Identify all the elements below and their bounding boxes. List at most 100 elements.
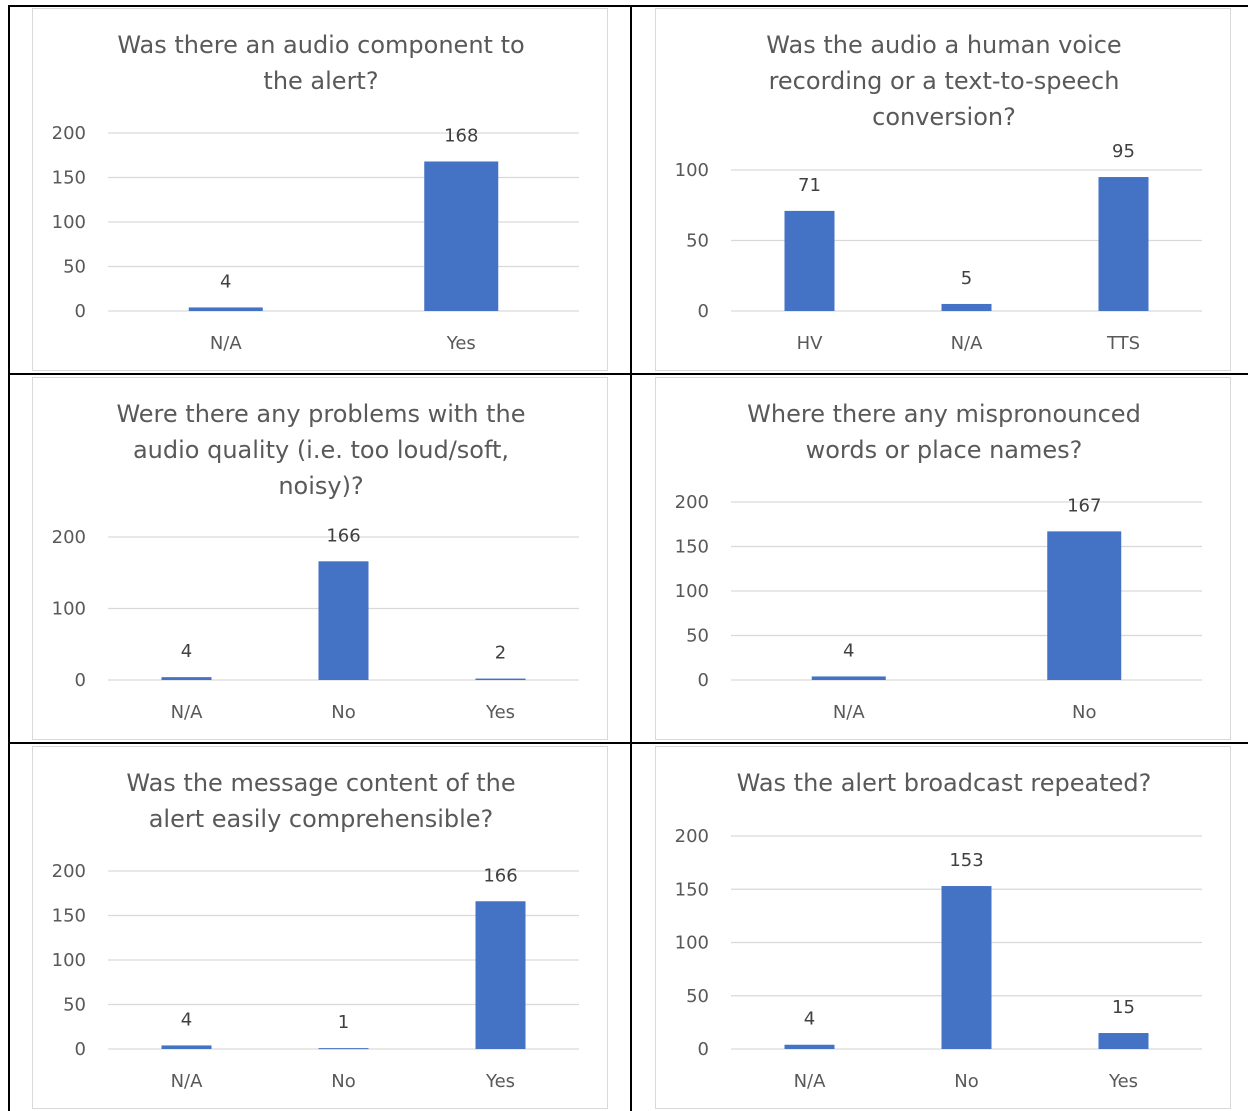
x-tick-label: No: [1072, 702, 1096, 723]
chart-title: Where there any mispronounced words or p…: [656, 396, 1232, 468]
chart-title: Was the message content of the alert eas…: [33, 765, 609, 837]
data-label: 71: [798, 175, 821, 196]
y-tick-label: 100: [675, 933, 709, 954]
x-tick-label: N/A: [951, 333, 984, 354]
chart-title: Was the alert broadcast repeated?: [656, 765, 1232, 801]
data-label: 153: [949, 850, 983, 871]
y-tick-label: 100: [52, 212, 86, 233]
bar: [424, 161, 499, 311]
chart-title-line: Was the message content of the: [126, 769, 516, 797]
y-tick-label: 100: [675, 160, 709, 181]
y-tick-label: 150: [52, 168, 86, 189]
chart-audio-component: Was there an audio component to the aler…: [32, 8, 608, 371]
chart-title: Was there an audio component to the aler…: [33, 27, 609, 99]
y-tick-label: 150: [52, 906, 86, 927]
y-tick-label: 0: [75, 301, 86, 322]
x-tick-label: No: [954, 1071, 978, 1092]
chart-title-line: recording or a text-to-speech: [768, 67, 1120, 95]
chart-title: Was the audio a human voice recording or…: [656, 27, 1232, 135]
chart-title: Were there any problems with the audio q…: [33, 396, 609, 504]
chart-title-line: Was the audio a human voice: [766, 31, 1122, 59]
bar: [1098, 1033, 1149, 1049]
chart-title-line: alert easily comprehensible?: [148, 805, 494, 833]
bar: [784, 210, 835, 311]
y-tick-label: 200: [52, 861, 86, 882]
x-tick-label: N/A: [794, 1071, 827, 1092]
data-label: 1: [338, 1012, 349, 1033]
x-tick-label: N/A: [171, 1071, 204, 1092]
chart-plot-voice-type: 0 50 100 71 HV 5 N/A 95 TTS: [675, 141, 1202, 354]
y-tick-label: 50: [686, 626, 709, 647]
x-tick-label: Yes: [485, 1071, 515, 1092]
data-label: 4: [181, 1009, 192, 1030]
y-tick-label: 200: [675, 492, 709, 513]
x-tick-label: Yes: [485, 702, 515, 723]
chart-title-line: Were there any problems with the: [116, 400, 526, 428]
y-tick-label: 100: [675, 581, 709, 602]
y-tick-label: 0: [698, 1039, 709, 1060]
y-tick-label: 50: [63, 995, 86, 1016]
x-tick-label: N/A: [210, 333, 243, 354]
chart-title-line: Where there any mispronounced: [747, 400, 1141, 428]
bar: [318, 1048, 369, 1050]
data-label: 166: [326, 525, 360, 546]
y-tick-label: 200: [52, 123, 86, 144]
data-label: 4: [181, 641, 192, 662]
data-label: 166: [483, 865, 517, 886]
chart-voice-type: Was the audio a human voice recording or…: [655, 8, 1231, 371]
table-divider-row-1: [8, 373, 1248, 375]
bar: [475, 678, 526, 680]
data-label: 4: [804, 1009, 815, 1030]
data-label: 4: [220, 271, 231, 292]
y-tick-label: 100: [52, 599, 86, 620]
chart-title-line: the alert?: [263, 67, 379, 95]
table-divider-vertical: [630, 5, 632, 1111]
chart-title-line: Was the alert broadcast repeated?: [736, 769, 1152, 797]
x-tick-label: No: [331, 702, 355, 723]
bar: [318, 561, 369, 680]
data-label: 15: [1112, 997, 1135, 1018]
bar: [941, 886, 992, 1049]
y-tick-label: 200: [675, 826, 709, 847]
x-tick-label: Yes: [1108, 1071, 1138, 1092]
chart-plot-audio-component: 0 50 100 150 200 4 N/A 168 Yes: [52, 123, 579, 354]
x-tick-label: Yes: [446, 333, 476, 354]
chart-plot-comprehensible: 0 50 100 150 200 4 N/A 1 No 166 Yes: [52, 861, 579, 1092]
data-label: 168: [444, 125, 478, 146]
chart-audio-quality: Were there any problems with the audio q…: [32, 377, 608, 740]
table-border-left: [8, 5, 10, 1111]
y-tick-label: 200: [52, 527, 86, 548]
chart-title-line: noisy)?: [278, 472, 364, 500]
bar: [1047, 531, 1122, 680]
data-label: 4: [843, 640, 854, 661]
data-label: 95: [1112, 141, 1135, 162]
x-tick-label: HV: [797, 333, 824, 354]
x-tick-label: N/A: [833, 702, 866, 723]
data-label: 5: [961, 268, 972, 289]
chart-mispronounced: Where there any mispronounced words or p…: [655, 377, 1231, 740]
y-tick-label: 50: [686, 986, 709, 1007]
y-tick-label: 150: [675, 879, 709, 900]
table-divider-row-2: [8, 742, 1248, 744]
chart-broadcast-repeated: Was the alert broadcast repeated? 0 50 100…: [655, 746, 1231, 1109]
x-tick-label: N/A: [171, 702, 204, 723]
chart-plot-broadcast-repeated: 0 50 100 150 200 4 N/A 153 No 15 Yes: [675, 826, 1202, 1092]
x-tick-label: TTS: [1106, 333, 1140, 354]
bar: [1098, 177, 1149, 311]
y-tick-label: 100: [52, 950, 86, 971]
chart-comprehensible: Was the message content of the alert eas…: [32, 746, 608, 1109]
x-tick-label: No: [331, 1071, 355, 1092]
data-label: 167: [1067, 495, 1101, 516]
chart-title-line: conversion?: [872, 103, 1016, 131]
y-tick-label: 0: [698, 301, 709, 322]
bar: [188, 307, 263, 311]
chart-plot-mispronounced: 0 50 100 150 200 4 N/A 167 No: [675, 492, 1202, 723]
chart-title-line: audio quality (i.e. too loud/soft,: [132, 436, 510, 464]
bar: [941, 303, 992, 311]
chart-title-line: words or place names?: [805, 436, 1083, 464]
y-tick-label: 0: [75, 1039, 86, 1060]
table-border-top: [8, 5, 1248, 7]
bar: [784, 1044, 835, 1049]
chart-title-line: Was there an audio component to: [117, 31, 525, 59]
bar: [161, 1045, 212, 1049]
